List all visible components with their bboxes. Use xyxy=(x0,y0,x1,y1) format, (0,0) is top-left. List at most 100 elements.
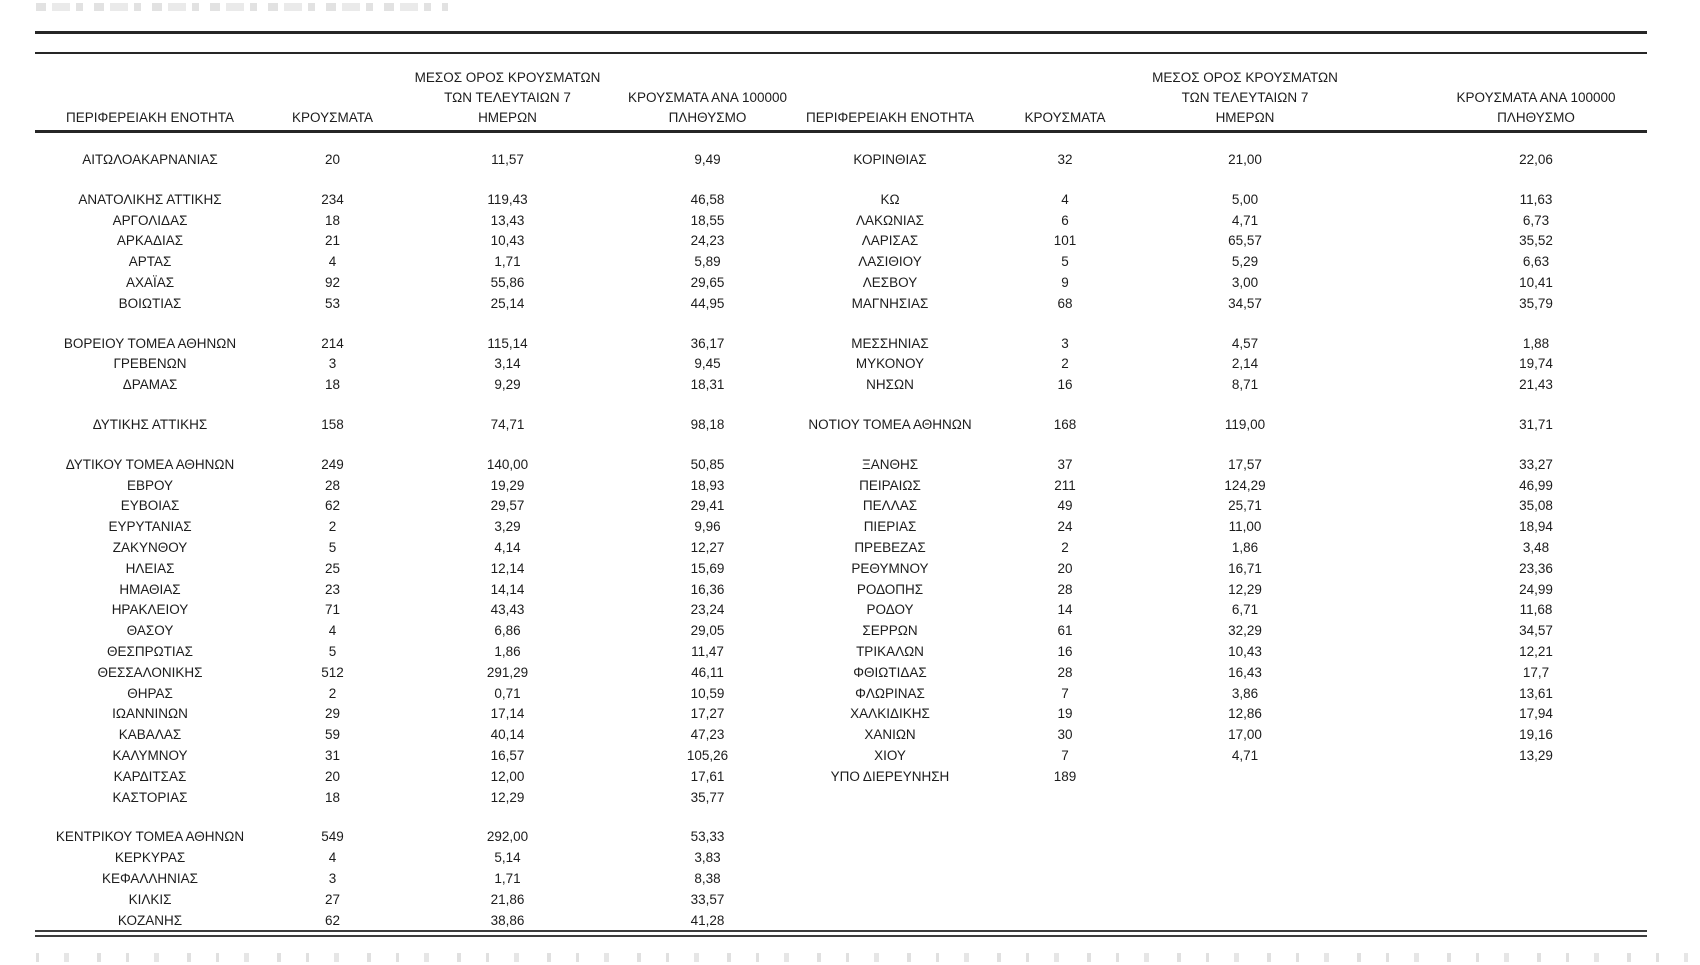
cases-cell: 19 xyxy=(1057,706,1073,722)
region-cell: ΥΠΟ ΔΙΕΡΕΥΝΗΣΗ xyxy=(830,768,950,784)
table-row: ΚΕΦΑΛΛΗΝΙΑΣ 3 1,71 8,38 xyxy=(35,869,1647,890)
per100k-cell: 22,06 xyxy=(1519,152,1553,167)
table-row: ΘΗΡΑΣ 2 0,71 10,59 ΦΛΩΡΙΝΑΣ 7 3,86 13,61 xyxy=(35,684,1647,705)
cases-cell xyxy=(980,788,1150,809)
avg7-cell xyxy=(1150,827,1340,848)
table-header-row: ΠΕΡΙΦΕΡΕΙΑΚΗ ΕΝΟΤΗΤΑ ΚΡΟΥΣΜΑΤΑ ΜΕΣΟΣ ΟΡΟ… xyxy=(35,64,1647,128)
region-cell: ΠΙΕΡΙΑΣ xyxy=(863,519,917,535)
cases-cell: 211 xyxy=(1054,477,1076,493)
avg7-cell: 6,86 xyxy=(494,623,521,639)
region-cell: ΑΡΚΑΔΙΑΣ xyxy=(116,233,184,249)
cases-cell: 549 xyxy=(321,829,344,845)
cases-cell: 18 xyxy=(324,212,341,228)
avg7-cell: 14,14 xyxy=(490,581,525,597)
table-row: ΚΑΣΤΟΡΙΑΣ 18 12,29 35,77 xyxy=(35,788,1647,809)
per100k-cell xyxy=(1340,890,1647,911)
avg7-cell: 5,29 xyxy=(1231,254,1259,270)
table-row: ΘΕΣΣΑΛΟΝΙΚΗΣ 512 291,29 46,11 ΦΘΙΩΤΙΔΑΣ 28 16,… xyxy=(35,663,1647,684)
region-cell: ΛΑΣΙΘΙΟΥ xyxy=(858,254,922,270)
per100k-cell: 10,41 xyxy=(1519,274,1553,290)
region-cell: ΔΥΤΙΚΗΣ ΑΤΤΙΚΗΣ xyxy=(92,416,208,432)
table-row: ΙΩΑΝΝΙΝΩΝ 29 17,14 17,27 ΧΑΛΚΙΔΙΚΗΣ 19 12,86 17… xyxy=(35,704,1647,725)
avg7-cell: 5,14 xyxy=(494,850,521,866)
region-cell: ΜΥΚΟΝΟΥ xyxy=(855,356,925,372)
region-cell: ΗΜΑΘΙΑΣ xyxy=(119,581,181,597)
col-header-cases-right: ΚΡΟΥΣΜΑΤΑ xyxy=(1024,110,1106,125)
avg7-cell xyxy=(1150,848,1340,869)
per100k-cell: 35,08 xyxy=(1519,498,1553,514)
cases-cell: 28 xyxy=(324,477,341,493)
cases-cell: 21 xyxy=(324,233,341,249)
region-cell xyxy=(800,788,980,809)
cases-cell: 2 xyxy=(328,519,337,535)
spacer-row xyxy=(35,315,1647,334)
region-cell: ΝΗΣΩΝ xyxy=(866,377,914,393)
cases-cell: 2 xyxy=(1061,539,1069,555)
region-cell: ΔΡΑΜΑΣ xyxy=(122,377,178,393)
region-cell: ΚΩ xyxy=(880,191,900,207)
region-cell: ΡΕΘΥΜΝΟΥ xyxy=(851,560,929,576)
per100k-cell xyxy=(1340,827,1647,848)
region-cell: ΝΟΤΙΟΥ ΤΟΜΕΑ ΑΘΗΝΩΝ xyxy=(808,416,972,432)
per100k-cell: 3,48 xyxy=(1522,539,1550,555)
cases-cell: 30 xyxy=(1057,727,1073,743)
per100k-cell: 11,63 xyxy=(1519,191,1553,207)
avg7-cell: 1,71 xyxy=(494,870,521,886)
col-header-per100k-left: ΚΡΟΥΣΜΑΤΑ ΑΝΑ 100000 ΠΛΗΘΥΣΜΟ xyxy=(628,90,787,125)
table-row: ΑΡΓΟΛΙΔΑΣ 18 13,43 18,55 ΛΑΚΩΝΙΑΣ 6 4,71 6,73 xyxy=(35,211,1647,232)
cases-cell: 25 xyxy=(324,560,341,576)
table-row: ΚΑΡΔΙΤΣΑΣ 20 12,00 17,61 ΥΠΟ ΔΙΕΡΕΥΝΗΣΗ 189 xyxy=(35,767,1647,788)
avg7-cell: 8,71 xyxy=(1231,377,1259,393)
cases-cell: 5 xyxy=(328,643,337,659)
cases-cell: 32 xyxy=(1057,152,1073,167)
region-cell: ΕΒΡΟΥ xyxy=(126,477,174,493)
cases-cell: 37 xyxy=(1057,456,1073,472)
region-cell: ΤΡΙΚΑΛΩΝ xyxy=(856,643,924,659)
avg7-cell: 55,86 xyxy=(490,274,525,290)
cases-cell: 214 xyxy=(321,335,344,351)
region-cell: ΚΑΣΤΟΡΙΑΣ xyxy=(112,789,188,805)
region-cell: ΘΑΣΟΥ xyxy=(126,623,174,639)
table-row: ΑΙΤΩΛΟΑΚΑΡΝΑΝΙΑΣ 20 11,57 9,49 ΚΟΡΙΝΘΙΑΣ 32 21… xyxy=(35,150,1647,171)
per100k-cell: 6,73 xyxy=(1522,212,1550,228)
region-cell: ΚΑΡΔΙΤΣΑΣ xyxy=(113,768,187,784)
cases-cell: 61 xyxy=(1057,623,1073,639)
cases-cell: 53 xyxy=(324,295,341,311)
per100k-cell: 29,41 xyxy=(690,498,725,514)
per100k-cell: 23,24 xyxy=(690,602,725,618)
per100k-cell: 10,59 xyxy=(690,685,725,701)
region-cell xyxy=(800,911,980,932)
per100k-cell: 6,63 xyxy=(1522,254,1550,270)
region-cell: ΖΑΚΥΝΘΟΥ xyxy=(112,539,188,555)
avg7-cell: 5,00 xyxy=(1231,191,1259,207)
per100k-cell: 29,65 xyxy=(690,274,725,290)
per100k-cell: 105,26 xyxy=(686,747,729,763)
avg7-cell: 17,14 xyxy=(490,706,525,722)
region-cell xyxy=(800,869,980,890)
avg7-cell: 292,00 xyxy=(486,829,529,845)
table-row: ΑΧΑΪΑΣ 92 55,86 29,65 ΛΕΣΒΟΥ 9 3,00 10,41 xyxy=(35,273,1647,294)
region-cell: ΛΕΣΒΟΥ xyxy=(862,274,918,290)
avg7-cell: 13,43 xyxy=(490,212,525,228)
avg7-cell: 3,29 xyxy=(494,519,521,535)
cases-cell: 31 xyxy=(324,747,341,763)
per100k-cell: 1,88 xyxy=(1522,335,1550,351)
avg7-cell: 34,57 xyxy=(1228,295,1262,311)
cases-cell xyxy=(980,911,1150,932)
cases-cell xyxy=(980,827,1150,848)
per100k-cell: 9,96 xyxy=(694,519,721,535)
table-row: ΚΑΛΥΜΝΟΥ 31 16,57 105,26 ΧΙΟΥ 7 4,71 13,29 xyxy=(35,746,1647,767)
per100k-cell: 16,36 xyxy=(690,581,725,597)
table-row: ΑΝΑΤΟΛΙΚΗΣ ΑΤΤΙΚΗΣ 234 119,43 46,58 ΚΩ 4 5,00 1… xyxy=(35,190,1647,211)
cases-cell: 101 xyxy=(1053,233,1077,249)
cases-cell: 24 xyxy=(1057,519,1073,535)
per100k-cell: 53,33 xyxy=(690,829,725,845)
cases-cell: 4 xyxy=(328,850,337,866)
region-cell: ΡΟΔΟΠΗΣ xyxy=(856,581,924,597)
avg7-cell xyxy=(1150,869,1340,890)
cases-cell: 3 xyxy=(1061,335,1069,351)
avg7-cell: 4,71 xyxy=(1231,747,1259,763)
avg7-cell: 0,71 xyxy=(494,685,521,701)
avg7-cell: 12,00 xyxy=(490,768,525,784)
per100k-cell: 23,36 xyxy=(1519,560,1553,576)
